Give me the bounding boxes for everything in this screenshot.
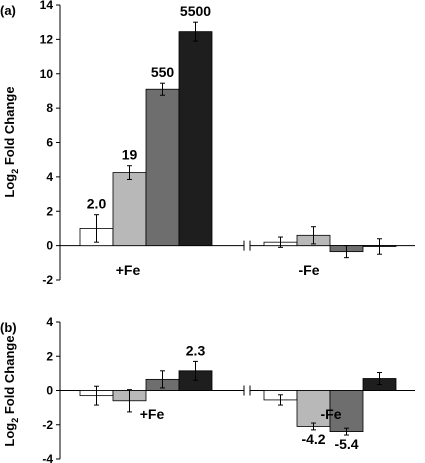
category-label: -Fe	[299, 262, 320, 278]
bar	[145, 88, 180, 247]
y-tick-label: 12	[40, 32, 54, 46]
y-tick-label: -4	[42, 452, 53, 463]
y-tick-label: 0	[46, 239, 53, 253]
y-tick-label: 10	[40, 67, 54, 81]
panel-label: (a)	[0, 3, 16, 18]
y-tick-label: 4	[46, 170, 53, 184]
data-label: 2.3	[186, 342, 206, 358]
category-label: -Fe	[321, 406, 342, 422]
y-tick-label: 2	[46, 204, 53, 218]
y-tick-label: 4	[46, 315, 53, 329]
y-tick-label: -2	[42, 418, 53, 432]
bar	[296, 390, 331, 427]
y-tick-label: -2	[42, 273, 53, 287]
y-axis-label: Log2 Fold Change	[2, 335, 20, 446]
panel-label: (b)	[0, 320, 17, 335]
category-label: +Fe	[116, 262, 141, 278]
chart-panel-2: (b) -4 -2 0 2 4 Log2 Fold Change 2.3 +Fe -4.2 -5.4…	[0, 315, 415, 463]
y-tick-label: 8	[46, 101, 53, 115]
category-label: +Fe	[140, 406, 165, 422]
data-label: 2.0	[87, 196, 107, 212]
data-label: 5500	[180, 3, 211, 19]
chart-panel-1: (a) -2 0 2 4 6 8 10 12 14 Log2 Fold Change 2.0 19 550…	[0, 0, 415, 287]
data-label: -5.4	[334, 436, 358, 452]
y-tick-label: 0	[46, 384, 53, 398]
bar	[112, 172, 147, 247]
data-label: -4.2	[301, 431, 325, 447]
y-tick-label: 14	[40, 0, 54, 12]
y-tick-label: 2	[46, 349, 53, 363]
y-tick-label: 6	[46, 136, 53, 150]
data-label: 19	[122, 147, 138, 163]
data-label: 550	[151, 64, 175, 80]
bar	[329, 390, 364, 432]
y-axis-label: Log2 Fold Change	[2, 86, 20, 197]
bar	[178, 31, 213, 247]
